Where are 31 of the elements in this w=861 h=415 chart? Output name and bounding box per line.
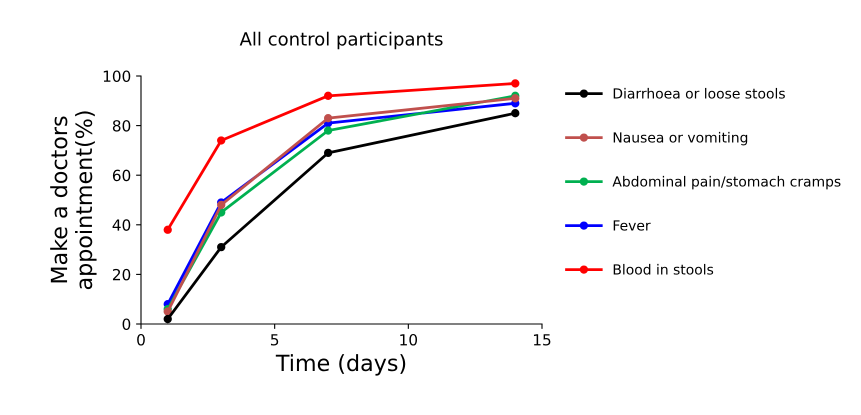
legend-label: Diarrhoea or loose stools xyxy=(614,88,785,99)
point xyxy=(511,94,520,102)
y-tick-label: 0 xyxy=(122,318,130,330)
legend-label: Fever xyxy=(614,220,651,231)
point xyxy=(164,226,172,234)
legend-label: Nausea or vomiting xyxy=(614,132,748,146)
x-tick-label: 15 xyxy=(534,334,550,346)
point xyxy=(324,126,332,135)
y-tick-label: 100 xyxy=(104,70,130,82)
point xyxy=(164,314,172,324)
point xyxy=(324,114,332,122)
point xyxy=(511,109,520,118)
point xyxy=(324,148,332,158)
chart-title: All control participants xyxy=(240,32,443,50)
point xyxy=(164,307,172,316)
y-tick-label: 80 xyxy=(112,120,130,132)
y-tick-label: 20 xyxy=(112,268,130,280)
point xyxy=(511,79,520,88)
x-axis-title: Time (days) xyxy=(276,354,406,376)
point xyxy=(217,242,226,252)
x-tick-label: 5 xyxy=(270,334,278,346)
y-tick-label: 40 xyxy=(112,219,130,231)
point xyxy=(324,92,332,100)
y-axis-title: Make a doctors appointment(%) xyxy=(50,111,97,290)
legend-label: Blood in stools xyxy=(614,264,714,275)
point xyxy=(217,136,226,145)
x-tick-label: 0 xyxy=(137,334,145,346)
legend-label: Abdominal pain/stomach cramps xyxy=(612,176,840,190)
y-tick-label: 60 xyxy=(112,170,130,182)
x-tick-label: 10 xyxy=(400,334,418,346)
point xyxy=(217,200,226,210)
